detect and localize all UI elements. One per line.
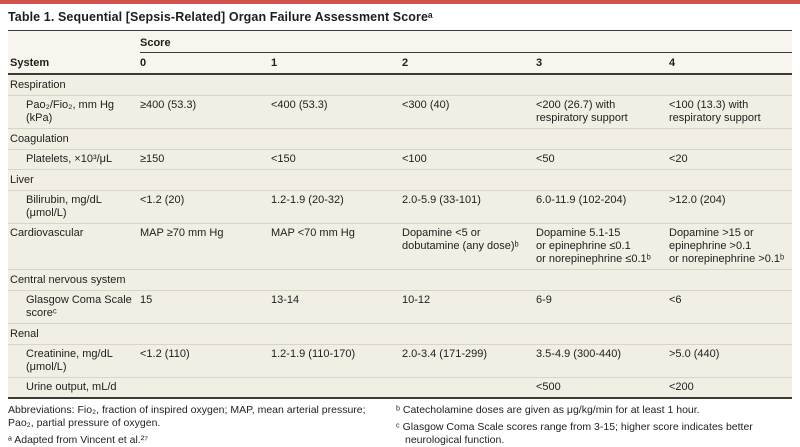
- sofa-score-table: Score System 0 1 2 3 4 Respiration Pao₂/…: [8, 31, 793, 399]
- cell: 10-12: [402, 290, 536, 324]
- row-label: Platelets, ×10³/μL: [8, 149, 140, 170]
- table-header: Score System 0 1 2 3 4: [8, 31, 793, 75]
- accent-top-rule: [0, 0, 800, 4]
- row-creatinine: Creatinine, mg/dL (μmol/L) <1.2 (110) 1.…: [8, 344, 793, 378]
- section-row-respiration: Respiration: [8, 74, 793, 96]
- cell: 15: [140, 290, 271, 324]
- section-label: Central nervous system: [8, 269, 793, 291]
- section-row-liver: Liver: [8, 169, 793, 191]
- cell: ≥400 (53.3): [140, 95, 271, 129]
- cell: [271, 377, 402, 398]
- column-header-score-0: 0: [140, 52, 271, 75]
- footnote-a: ᵃ Adapted from Vincent et al.²⁷: [8, 434, 149, 446]
- row-label: Bilirubin, mg/dL (μmol/L): [8, 190, 140, 224]
- section-row-renal: Renal: [8, 323, 793, 345]
- row-glasgow-coma-scale: Glasgow Coma Scale scoreᶜ 15 13-14 10-12…: [8, 290, 793, 324]
- footnote-b: ᵇ Catecholamine doses are given as μg/kg…: [396, 404, 700, 416]
- score-group-row: Score: [8, 31, 793, 53]
- cell: Dopamine <5 or dobutamine (any dose)ᵇ: [402, 223, 536, 270]
- cell: <50: [536, 149, 669, 170]
- row-label: Cardiovascular: [8, 223, 140, 270]
- cell: 3.5-4.9 (300-440): [536, 344, 669, 378]
- row-cardiovascular: Cardiovascular MAP ≥70 mm Hg MAP <70 mm …: [8, 223, 793, 270]
- cell: ≥150: [140, 149, 271, 170]
- row-platelets: Platelets, ×10³/μL ≥150 <150 <100 <50 <2…: [8, 149, 793, 170]
- cell: 1.2-1.9 (110-170): [271, 344, 402, 378]
- cell: <6: [669, 290, 793, 324]
- cell: <300 (40): [402, 95, 536, 129]
- cell: <1.2 (110): [140, 344, 271, 378]
- cell: <150: [271, 149, 402, 170]
- cell: 1.2-1.9 (20-32): [271, 190, 402, 224]
- cell: <500: [536, 377, 669, 398]
- column-header-score-3: 3: [536, 52, 669, 75]
- cell: <100 (13.3) with respiratory support: [669, 95, 793, 129]
- cell: <200 (26.7) with respiratory support: [536, 95, 669, 129]
- row-pao2-fio2: Pao₂/Fio₂, mm Hg (kPa) ≥400 (53.3) <400 …: [8, 95, 793, 129]
- cell: >5.0 (440): [669, 344, 793, 378]
- cell: MAP <70 mm Hg: [271, 223, 402, 270]
- cell: <200: [669, 377, 793, 398]
- table-container: Table 1. Sequential [Sepsis-Related] Org…: [8, 4, 793, 447]
- cell: <400 (53.3): [271, 95, 402, 129]
- score-group-label: Score: [140, 31, 793, 53]
- column-header-row: System 0 1 2 3 4: [8, 52, 793, 75]
- column-header-score-2: 2: [402, 52, 536, 75]
- column-header-score-4: 4: [669, 52, 793, 75]
- footnotes-left-column: Abbreviations: Fio₂, fraction of inspire…: [8, 404, 396, 447]
- cell: <100: [402, 149, 536, 170]
- score-group-spacer: [8, 31, 140, 53]
- section-label: Liver: [8, 169, 793, 191]
- footnotes: Abbreviations: Fio₂, fraction of inspire…: [8, 399, 792, 447]
- cell: 2.0-3.4 (171-299): [402, 344, 536, 378]
- row-label: Urine output, mL/d: [8, 377, 140, 398]
- section-label: Renal: [8, 323, 793, 345]
- column-header-system: System: [8, 52, 140, 75]
- row-bilirubin: Bilirubin, mg/dL (μmol/L) <1.2 (20) 1.2-…: [8, 190, 793, 224]
- cell: >12.0 (204): [669, 190, 793, 224]
- section-row-coagulation: Coagulation: [8, 128, 793, 150]
- cell: [140, 377, 271, 398]
- cell: Dopamine 5.1-15 or epinephrine ≤0.1 or n…: [536, 223, 669, 270]
- footnotes-right-column: ᵇ Catecholamine doses are given as μg/kg…: [396, 404, 782, 447]
- cell: 6.0-11.9 (102-204): [536, 190, 669, 224]
- table-title: Table 1. Sequential [Sepsis-Related] Org…: [8, 4, 792, 31]
- table-body: Respiration Pao₂/Fio₂, mm Hg (kPa) ≥400 …: [8, 74, 793, 398]
- row-label: Glasgow Coma Scale scoreᶜ: [8, 290, 140, 324]
- section-label: Respiration: [8, 74, 793, 96]
- section-row-central-nervous-system: Central nervous system: [8, 269, 793, 291]
- cell: 6-9: [536, 290, 669, 324]
- footnote-c: ᶜ Glasgow Coma Scale scores range from 3…: [396, 421, 753, 446]
- abbreviations-note: Abbreviations: Fio₂, fraction of inspire…: [8, 404, 366, 429]
- column-header-score-1: 1: [271, 52, 402, 75]
- section-label: Coagulation: [8, 128, 793, 150]
- cell: 13-14: [271, 290, 402, 324]
- cell: <20: [669, 149, 793, 170]
- cell: <1.2 (20): [140, 190, 271, 224]
- row-label: Pao₂/Fio₂, mm Hg (kPa): [8, 95, 140, 129]
- cell: MAP ≥70 mm Hg: [140, 223, 271, 270]
- cell: [402, 377, 536, 398]
- row-label: Creatinine, mg/dL (μmol/L): [8, 344, 140, 378]
- cell: Dopamine >15 or epinephrine >0.1 or nore…: [669, 223, 793, 270]
- cell: 2.0-5.9 (33-101): [402, 190, 536, 224]
- row-urine-output: Urine output, mL/d <500 <200: [8, 377, 793, 398]
